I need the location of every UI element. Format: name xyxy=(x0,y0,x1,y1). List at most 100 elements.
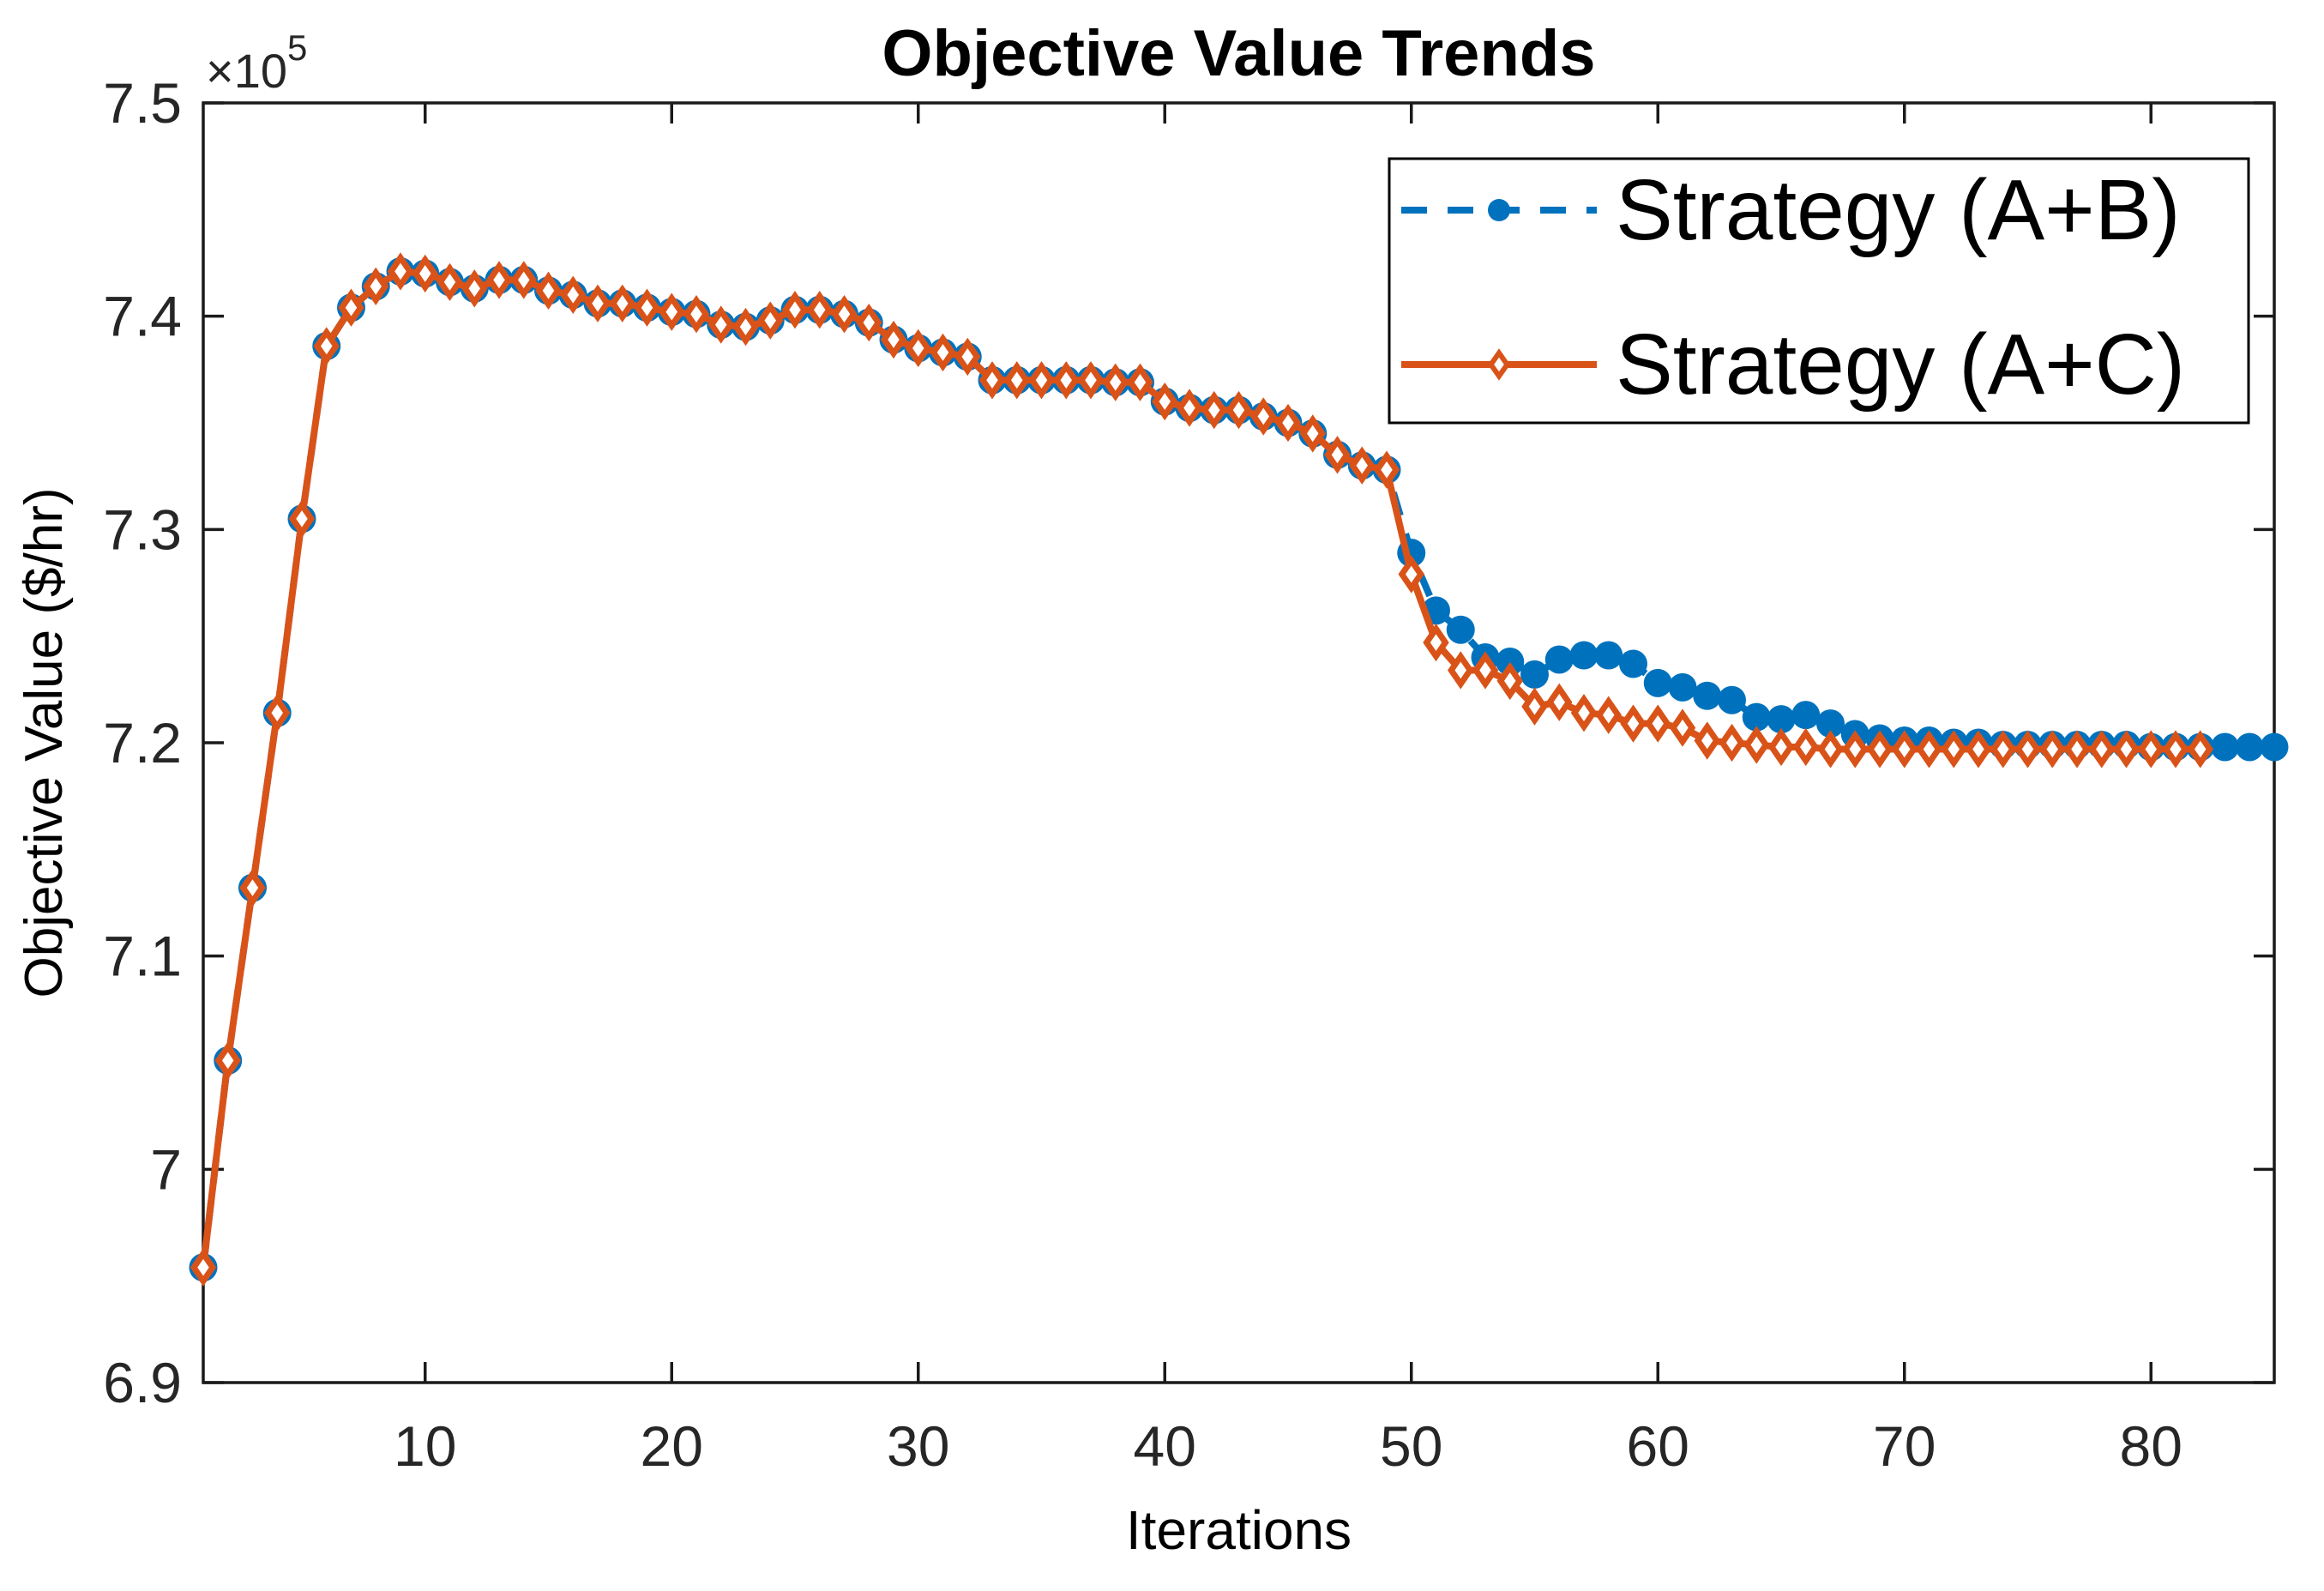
data-point-marker xyxy=(1816,709,1845,738)
data-point-marker xyxy=(1965,730,1992,768)
data-point-marker xyxy=(2211,732,2239,762)
data-point-marker xyxy=(2113,730,2140,768)
data-point-marker xyxy=(1669,708,1696,747)
data-point-marker xyxy=(1645,704,1671,743)
data-point-marker xyxy=(1767,727,1795,767)
data-point-marker xyxy=(954,337,981,377)
data-point-marker xyxy=(1569,641,1599,670)
axis-offset-label: ×105 xyxy=(206,27,307,98)
data-point-marker xyxy=(1520,660,1549,689)
data-point-marker xyxy=(880,320,907,359)
data-point-marker xyxy=(510,261,537,299)
data-point-marker xyxy=(1250,397,1277,436)
data-point-marker xyxy=(1028,361,1055,400)
data-point-marker xyxy=(905,328,931,368)
data-point-marker xyxy=(1941,730,1967,768)
data-point-marker xyxy=(2235,732,2264,762)
data-point-marker xyxy=(1594,641,1623,670)
data-point-marker xyxy=(1742,702,1771,732)
data-point-marker xyxy=(831,295,858,334)
data-point-marker xyxy=(1743,726,1770,764)
data-point-marker xyxy=(1620,704,1647,743)
data-point-marker xyxy=(1472,651,1499,690)
data-point-marker xyxy=(930,333,956,372)
data-point-marker xyxy=(1643,668,1672,697)
x-tick-label: 70 xyxy=(1873,1414,1936,1478)
data-point-marker xyxy=(1299,414,1326,453)
data-point-marker xyxy=(757,301,784,340)
data-point-marker xyxy=(1842,730,1869,768)
data-point-marker xyxy=(1448,651,1474,690)
data-point-marker xyxy=(1595,696,1622,734)
x-tick-label: 40 xyxy=(1134,1414,1196,1478)
data-point-marker xyxy=(781,291,809,329)
data-point-marker xyxy=(1866,730,1894,768)
data-point-marker xyxy=(683,295,710,334)
data-point-marker xyxy=(190,1248,217,1287)
data-point-marker xyxy=(732,307,759,347)
data-point-marker xyxy=(387,252,414,291)
data-point-marker xyxy=(1817,730,1844,768)
data-point-marker xyxy=(1619,649,1647,678)
series-markers-strategy-a-c- xyxy=(190,252,2213,1287)
data-point-marker xyxy=(461,269,488,308)
data-point-marker xyxy=(1990,730,2016,768)
data-point-marker xyxy=(264,694,291,732)
y-tick-label: 6.9 xyxy=(103,1351,182,1414)
data-point-marker xyxy=(1127,363,1153,401)
data-point-marker xyxy=(1891,730,1918,768)
data-point-marker xyxy=(584,284,611,322)
data-point-marker xyxy=(1767,705,1796,734)
data-point-marker xyxy=(1003,361,1030,400)
data-point-marker xyxy=(1102,363,1129,401)
y-tick-label: 7.1 xyxy=(103,925,182,988)
data-point-marker xyxy=(1668,672,1697,702)
data-point-marker xyxy=(2162,730,2189,768)
data-point-marker xyxy=(313,327,340,365)
data-point-marker xyxy=(1077,361,1105,400)
data-point-marker xyxy=(363,267,389,306)
data-point-marker xyxy=(2088,730,2115,768)
data-point-marker xyxy=(1916,730,1942,768)
y-tick-label: 7.5 xyxy=(103,71,182,135)
data-point-marker xyxy=(978,361,1006,400)
chart-title: Objective Value Trends xyxy=(882,17,1595,90)
data-point-marker xyxy=(2187,730,2213,768)
data-point-marker xyxy=(1693,681,1722,710)
data-point-marker xyxy=(1176,389,1203,427)
x-tick-label: 20 xyxy=(641,1414,703,1478)
legend-label: Strategy (A+C) xyxy=(1616,316,2185,413)
x-tick-label: 60 xyxy=(1627,1414,1689,1478)
data-point-marker xyxy=(1349,446,1376,485)
y-tick-label: 7.2 xyxy=(103,711,182,774)
data-point-marker xyxy=(659,292,685,331)
x-tick-label: 80 xyxy=(2120,1414,2183,1478)
data-point-marker xyxy=(806,291,833,329)
data-point-marker xyxy=(239,868,266,907)
data-point-marker xyxy=(2138,730,2164,768)
data-point-marker xyxy=(535,271,562,310)
data-point-marker xyxy=(609,284,635,322)
data-point-marker xyxy=(1718,685,1746,714)
data-point-marker xyxy=(707,305,734,344)
data-point-marker xyxy=(1324,436,1351,474)
data-point-marker xyxy=(1546,683,1573,721)
data-point-marker xyxy=(1791,701,1821,730)
data-point-marker xyxy=(412,254,438,293)
data-point-marker xyxy=(1521,687,1548,726)
x-tick-label: 10 xyxy=(394,1414,456,1478)
data-point-marker xyxy=(1398,555,1424,594)
data-point-marker xyxy=(560,275,587,314)
legend-marker-circle xyxy=(1488,199,1510,221)
data-point-marker xyxy=(1225,390,1252,430)
x-tick-label: 30 xyxy=(887,1414,949,1478)
data-point-marker xyxy=(1152,382,1178,421)
x-tick-label: 50 xyxy=(1380,1414,1442,1478)
data-point-marker xyxy=(1274,403,1302,443)
data-point-marker xyxy=(288,499,316,539)
x-axis-label: Iterations xyxy=(1126,1499,1352,1561)
data-point-marker xyxy=(1570,694,1598,732)
data-point-marker xyxy=(1694,721,1720,760)
